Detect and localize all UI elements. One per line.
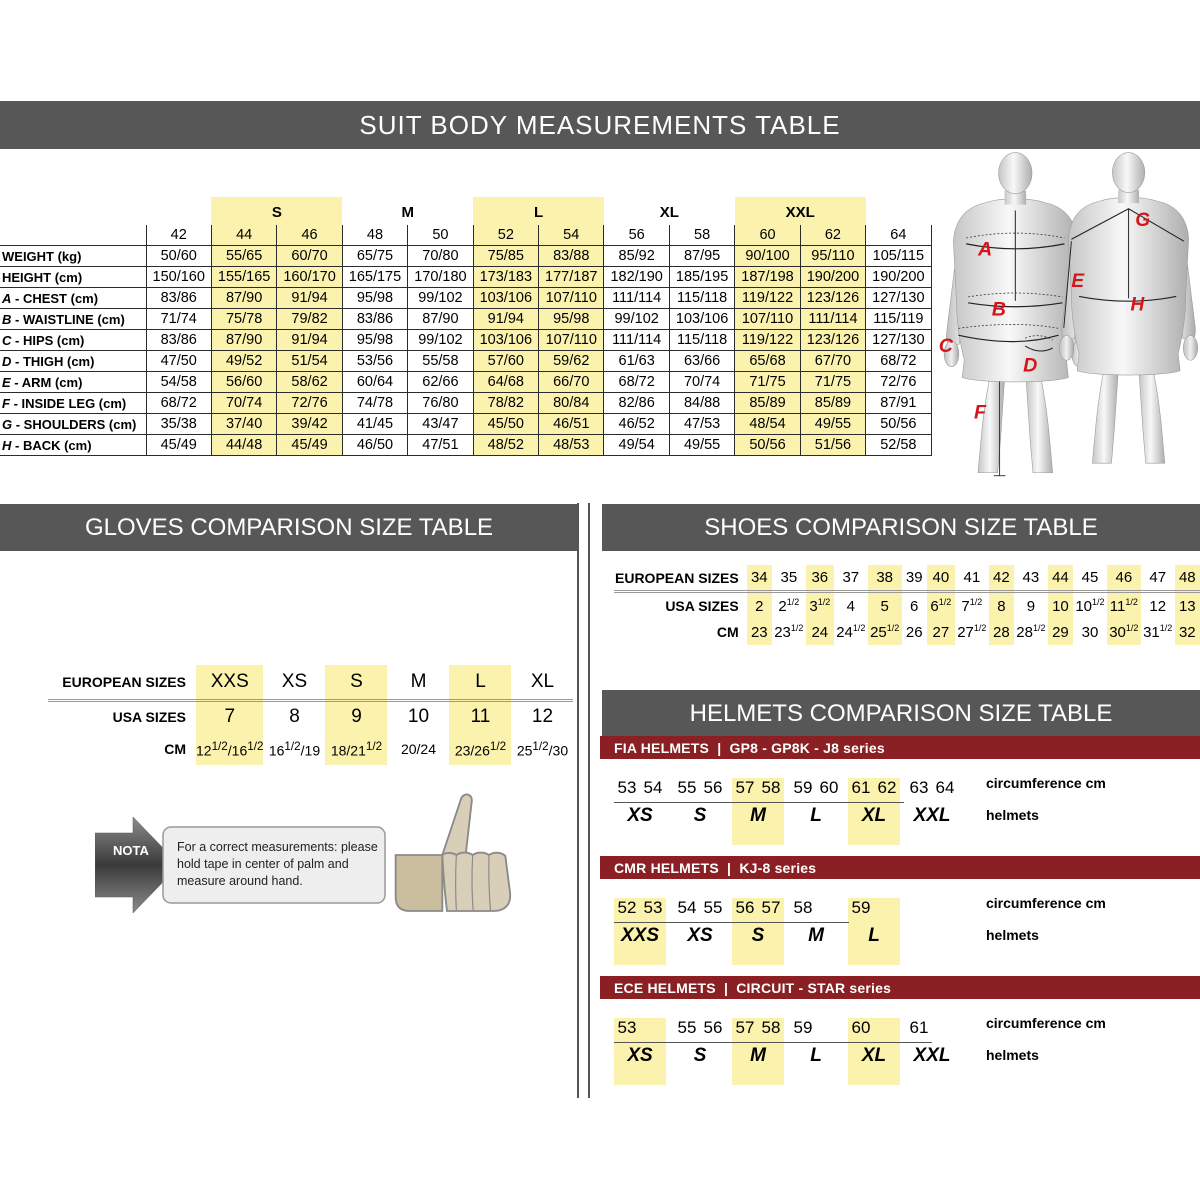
- svg-text:D: D: [1023, 355, 1037, 377]
- svg-text:H: H: [1130, 295, 1145, 316]
- svg-text:NOTA: NOTA: [113, 843, 149, 858]
- svg-text:hold tape in center of pa: hold tape in center of palm and: [177, 857, 349, 871]
- svg-text:F: F: [974, 402, 987, 424]
- svg-text:A: A: [977, 239, 992, 261]
- svg-text:C: C: [939, 335, 954, 357]
- svg-text:B: B: [992, 299, 1006, 321]
- svg-text:For a correct measurements: pl: For a correct measurements: please: [177, 840, 378, 854]
- svg-text:G: G: [1135, 210, 1150, 231]
- svg-text:measure around hand.: measure around hand.: [177, 874, 303, 888]
- svg-text:E: E: [1071, 271, 1085, 292]
